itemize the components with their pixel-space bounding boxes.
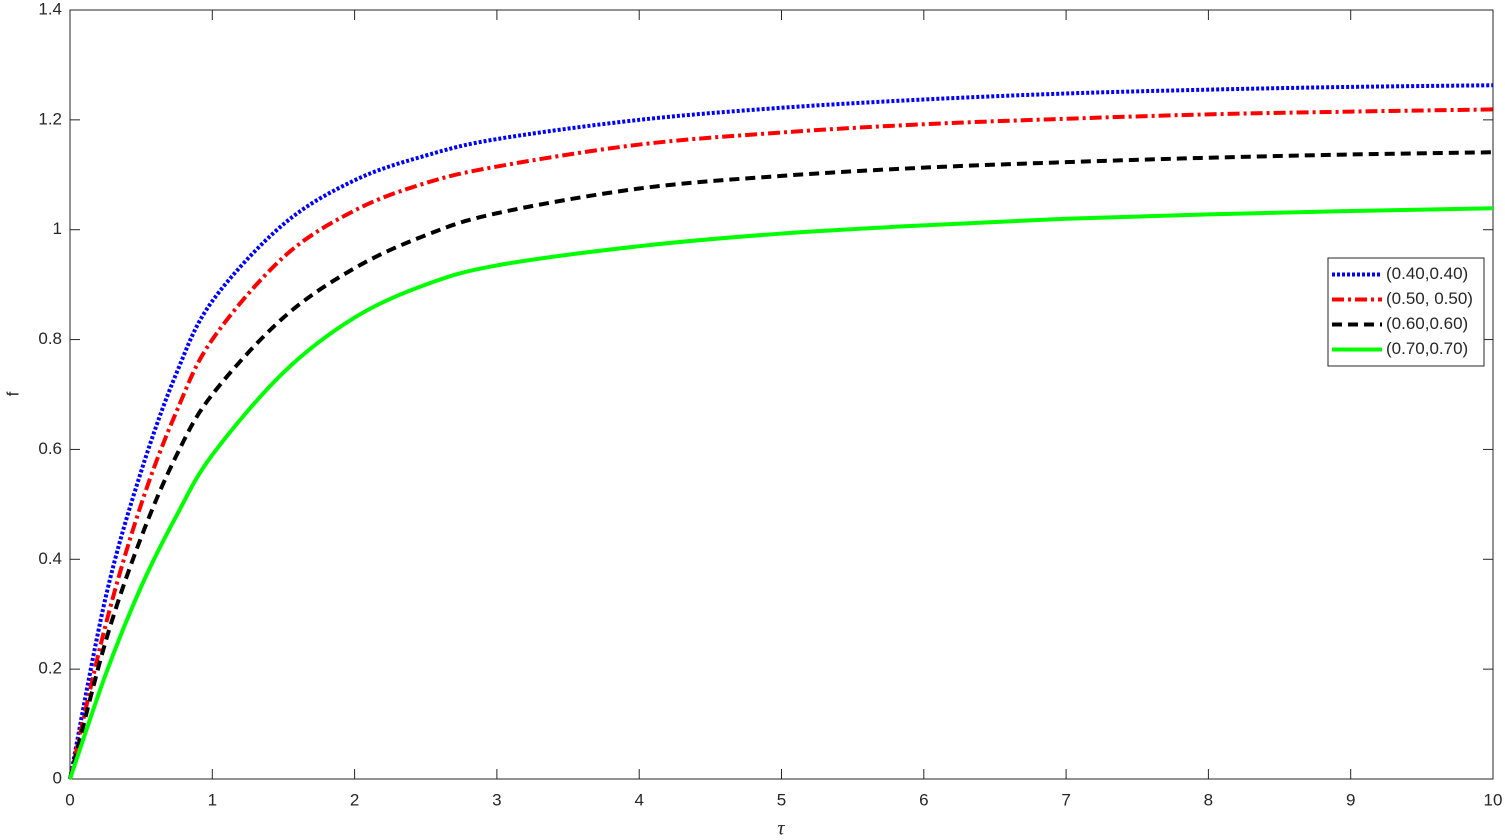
x-axis-label: τ bbox=[777, 818, 785, 840]
y-tick-label: 0.2 bbox=[38, 659, 62, 678]
x-tick-label: 9 bbox=[1346, 790, 1355, 809]
x-tick-label: 0 bbox=[65, 790, 74, 809]
legend-label: (0.70,0.70) bbox=[1386, 339, 1468, 358]
x-tick-label: 8 bbox=[1204, 790, 1213, 809]
x-tick-label: 1 bbox=[208, 790, 217, 809]
x-tick-label: 2 bbox=[350, 790, 359, 809]
plot-frame bbox=[69, 9, 1494, 780]
y-tick-label: 1.2 bbox=[38, 109, 62, 128]
y-tick-label: 1.4 bbox=[38, 0, 62, 18]
legend-label: (0.60,0.60) bbox=[1386, 314, 1468, 333]
legend-label: (0.40,0.40) bbox=[1386, 264, 1468, 283]
y-tick-label: 0.4 bbox=[38, 549, 62, 568]
y-tick-label: 0.8 bbox=[38, 329, 62, 348]
line-series bbox=[68, 83, 1494, 780]
x-tick-label: 7 bbox=[1061, 790, 1070, 809]
line-series bbox=[68, 107, 1494, 780]
legend: (0.40,0.40) (0.50, 0.50) (0.60,0.60) (0.70,… bbox=[1327, 257, 1485, 367]
y-tick-label: 1 bbox=[53, 219, 62, 238]
x-tick-label: 10 bbox=[1484, 790, 1503, 809]
x-tick-label: 5 bbox=[777, 790, 786, 809]
y-axis-label: f bbox=[3, 391, 22, 396]
legend-label: (0.50, 0.50) bbox=[1386, 289, 1473, 308]
x-tick-label: 6 bbox=[919, 790, 928, 809]
line-series bbox=[68, 150, 1494, 780]
x-tick-label: 3 bbox=[492, 790, 501, 809]
line-series bbox=[68, 206, 1494, 780]
y-tick-label: 0.6 bbox=[38, 439, 62, 458]
y-tick-label: 0 bbox=[53, 768, 62, 787]
x-tick-label: 4 bbox=[634, 790, 643, 809]
